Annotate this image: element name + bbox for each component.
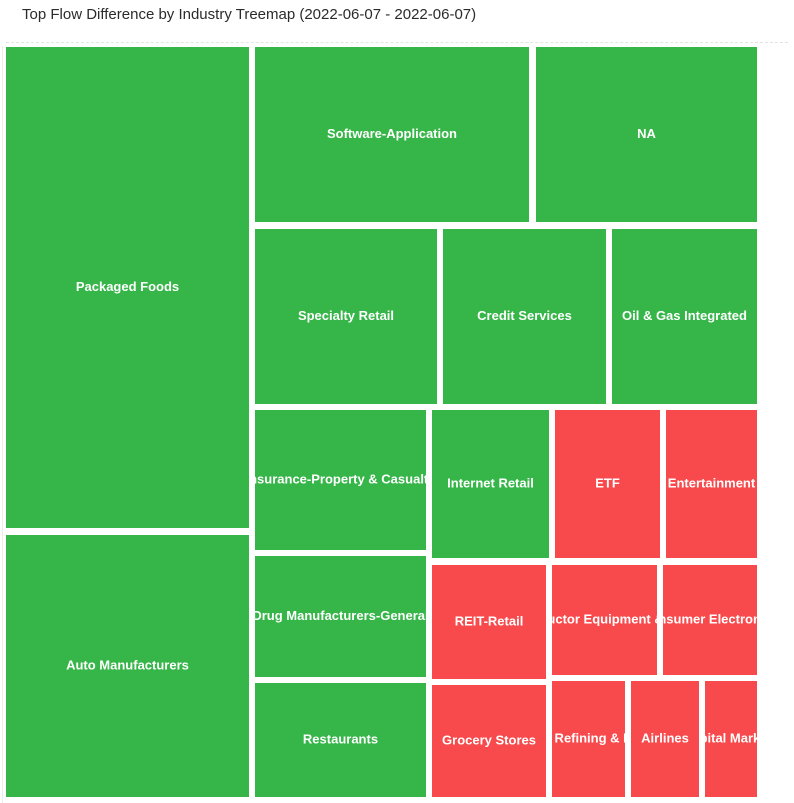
tile-rect[interactable] [552, 565, 657, 675]
panel-edge [2, 46, 3, 803]
tile-rect[interactable] [666, 410, 757, 558]
tile-oil-gas-integrated[interactable]: Oil & Gas Integrated [612, 229, 757, 404]
tile-label: Entertainment [668, 475, 756, 490]
tile-specialty-retail[interactable]: Specialty Retail [255, 229, 437, 404]
tile-label: Auto Manufacturers [66, 657, 189, 672]
tile-rect[interactable] [6, 47, 249, 528]
header-divider [6, 42, 788, 43]
tile-label: Oil & Gas Refining & Marketing [492, 730, 684, 745]
tile-label: Software-Application [327, 126, 457, 141]
tile-rect[interactable] [255, 410, 426, 550]
tile-rect[interactable] [612, 229, 757, 404]
tile-rect[interactable] [552, 681, 625, 797]
tile-rect[interactable] [432, 410, 549, 558]
tile-rect[interactable] [432, 565, 546, 679]
tile-drug-manufacturers-general[interactable]: Drug Manufacturers-General [252, 556, 428, 677]
tile-label: Oil & Gas Integrated [622, 308, 747, 323]
tile-rect[interactable] [663, 565, 757, 675]
tile-label: Semiconductor Equipment & Materials [485, 611, 723, 626]
tile-oil-gas-refining-marketing[interactable]: Oil & Gas Refining & Marketing [492, 681, 684, 797]
tile-label: Restaurants [303, 731, 378, 746]
tile-rect[interactable] [255, 229, 437, 404]
chart-title: Top Flow Difference by Industry Treemap … [22, 6, 477, 23]
tile-rect[interactable] [443, 229, 606, 404]
tile-rect[interactable] [705, 681, 757, 797]
tile-label: NA [637, 126, 656, 141]
tile-label: Internet Retail [447, 475, 534, 490]
tile-restaurants[interactable]: Restaurants [255, 683, 426, 797]
tile-consumer-electronics[interactable]: Consumer Electronics [641, 565, 779, 675]
tile-software-application[interactable]: Software-Application [255, 47, 529, 222]
tile-grocery-stores[interactable]: Grocery Stores [432, 685, 546, 797]
tile-credit-services[interactable]: Credit Services [443, 229, 606, 404]
tile-rect[interactable] [432, 685, 546, 797]
tile-auto-manufacturers[interactable]: Auto Manufacturers [6, 535, 249, 797]
tile-insurance-property-casualty[interactable]: Insurance-Property & Casualty [245, 410, 436, 550]
tile-rect[interactable] [631, 681, 699, 797]
tile-label: ETF [595, 475, 620, 490]
tile-etf[interactable]: ETF [555, 410, 660, 558]
tile-label: REIT-Retail [455, 613, 524, 628]
tile-packaged-foods[interactable]: Packaged Foods [6, 47, 249, 528]
tile-na[interactable]: NA [536, 47, 757, 222]
tile-entertainment[interactable]: Entertainment [666, 410, 757, 558]
tile-label: Airlines [641, 730, 689, 745]
tile-rect[interactable] [255, 47, 529, 222]
tile-semiconductor-equipment-materials[interactable]: Semiconductor Equipment & Materials [485, 565, 723, 675]
tile-label: Credit Services [477, 308, 572, 323]
tile-rect[interactable] [555, 410, 660, 558]
tile-label: Consumer Electronics [641, 611, 779, 626]
tile-internet-retail[interactable]: Internet Retail [432, 410, 549, 558]
tile-label: Grocery Stores [442, 732, 536, 747]
tile-label: Packaged Foods [76, 279, 179, 294]
tile-label: Insurance-Property & Casualty [245, 471, 436, 486]
tile-rect[interactable] [255, 683, 426, 797]
tile-capital-markets[interactable]: Capital Markets [683, 681, 779, 797]
tile-reit-retail[interactable]: REIT-Retail [432, 565, 546, 679]
tile-label: Capital Markets [683, 730, 779, 745]
tile-rect[interactable] [6, 535, 249, 797]
tile-rect[interactable] [536, 47, 757, 222]
tile-airlines[interactable]: Airlines [631, 681, 699, 797]
tile-rect[interactable] [255, 556, 426, 677]
tile-label: Drug Manufacturers-General [252, 608, 428, 623]
tile-label: Specialty Retail [298, 308, 394, 323]
